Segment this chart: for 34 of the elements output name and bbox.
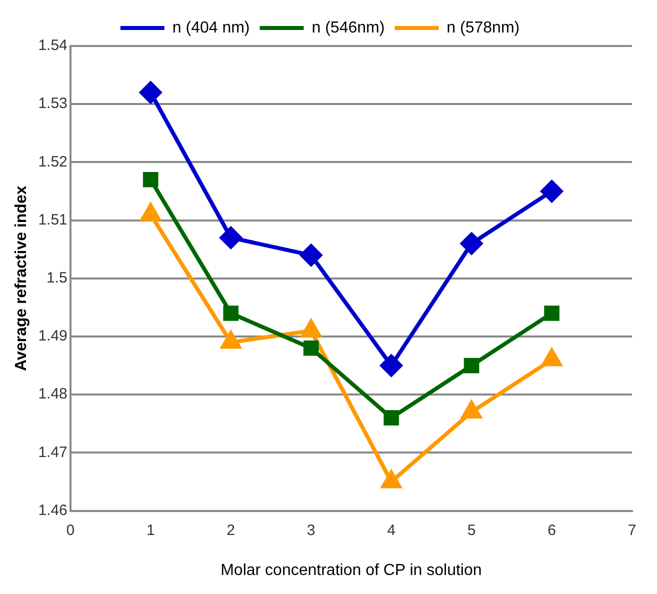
point xyxy=(140,81,162,104)
point xyxy=(380,354,402,377)
y-axis-title: Average refractive index xyxy=(13,186,30,372)
x-tick-label: 6 xyxy=(548,522,556,539)
point xyxy=(300,244,322,266)
x-tick-label: 4 xyxy=(387,522,396,539)
y-tick-label: 1.52 xyxy=(38,153,68,170)
y-tick-label: 1.54 xyxy=(38,37,68,54)
point xyxy=(303,340,319,356)
point xyxy=(540,180,563,202)
x-tick-label: 0 xyxy=(66,522,75,539)
point xyxy=(384,410,399,426)
y-tick-label: 1.48 xyxy=(38,386,68,403)
point xyxy=(460,232,483,255)
x-tick-label: 7 xyxy=(628,522,636,539)
legend-label: n (404 nm) xyxy=(172,19,250,36)
y-tick-label: 1.53 xyxy=(38,95,68,112)
point xyxy=(464,358,480,374)
point xyxy=(142,172,158,188)
y-tick-label: 1.46 xyxy=(38,502,68,519)
x-axis-title: Molar concentration of CP in solution xyxy=(220,562,482,579)
y-tick-label: 1.47 xyxy=(38,444,68,461)
x-tick-label: 5 xyxy=(467,522,476,539)
y-tick-label: 1.49 xyxy=(38,328,68,345)
y-tick-label: 1.51 xyxy=(38,211,68,228)
point xyxy=(220,226,242,249)
x-tick-label: 3 xyxy=(306,522,316,539)
x-tick-label: 2 xyxy=(226,522,236,539)
point xyxy=(223,306,239,321)
x-tick-label: 1 xyxy=(146,522,155,539)
point xyxy=(544,306,560,321)
legend-label: n (578nm) xyxy=(446,19,520,36)
y-tick-label: 1.5 xyxy=(46,270,68,287)
legend-label: n (546nm) xyxy=(312,19,385,36)
